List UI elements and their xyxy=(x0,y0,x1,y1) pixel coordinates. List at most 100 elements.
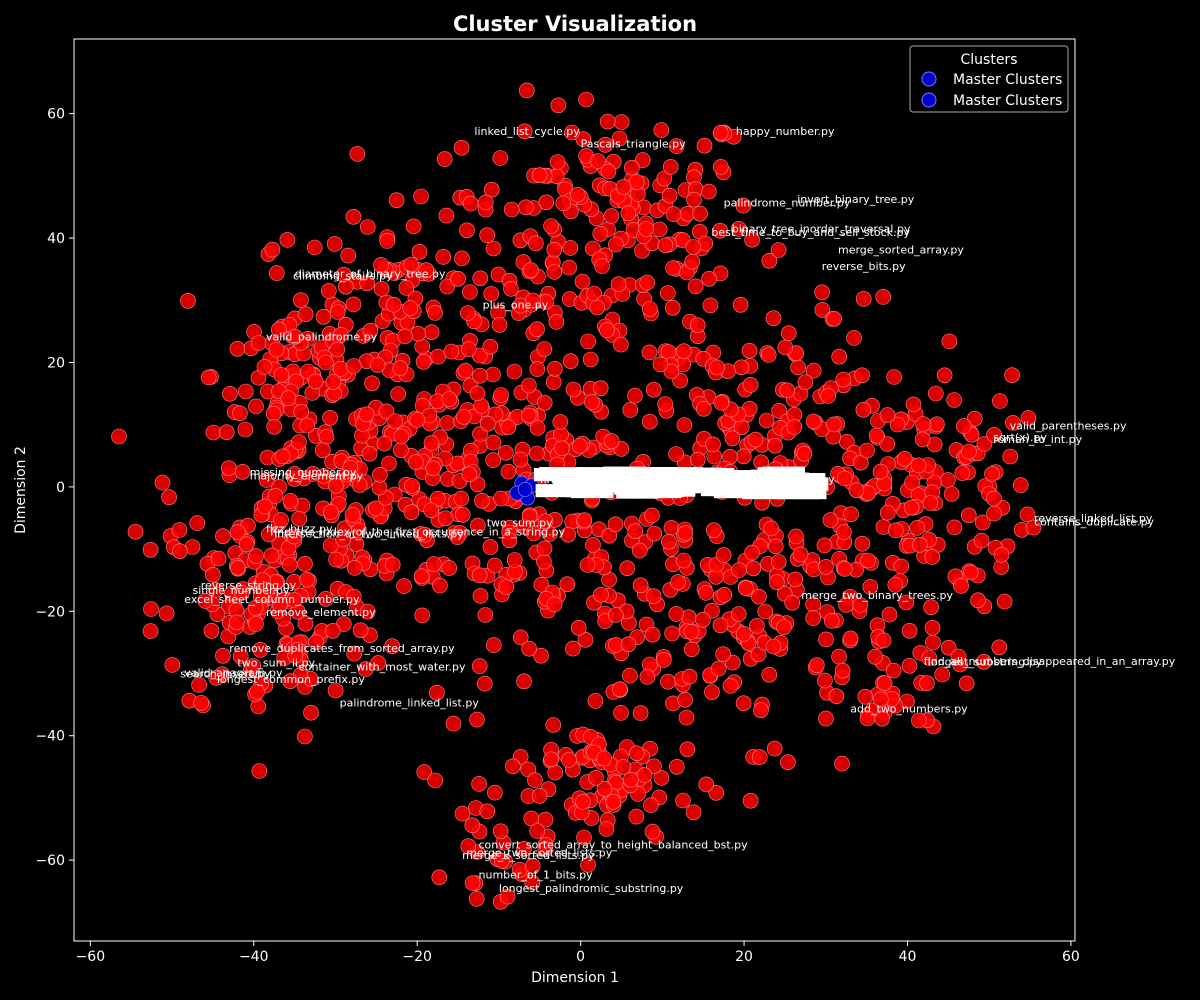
scatter-point xyxy=(403,504,420,521)
overlapping-label-fragment: █████ xyxy=(766,472,810,486)
scatter-point xyxy=(814,284,830,301)
point-label: search_insert.py xyxy=(180,668,271,681)
scatter-point xyxy=(855,291,872,307)
scatter-point xyxy=(712,222,728,239)
scatter-point xyxy=(487,784,503,801)
scatter-point xyxy=(537,841,554,857)
scatter-point xyxy=(652,356,669,373)
scatter-point xyxy=(423,502,439,519)
scatter-point xyxy=(695,400,712,417)
scatter-point xyxy=(418,262,435,279)
scatter-point xyxy=(677,525,694,541)
scatter-point xyxy=(661,533,677,550)
scatter-point xyxy=(741,342,758,359)
scatter-point xyxy=(445,715,462,732)
scatter-point xyxy=(623,159,640,176)
scatter-point xyxy=(603,208,620,224)
scatter-point xyxy=(340,247,357,264)
scatter-point xyxy=(991,639,1008,656)
scatter-point xyxy=(464,817,481,834)
y-tick-label: −40 xyxy=(35,729,65,745)
scatter-point xyxy=(950,648,967,665)
legend-marker xyxy=(921,92,937,108)
overlapping-label-fragment: █████ xyxy=(570,485,614,499)
point-label: Pascals_triangle.py xyxy=(581,138,687,151)
scatter-point xyxy=(814,302,831,318)
overlapping-label-fragment: █████ xyxy=(741,485,785,499)
scatter-point xyxy=(903,499,920,516)
scatter-point xyxy=(596,780,613,797)
scatter-point xyxy=(577,631,594,648)
scatter-point xyxy=(518,199,534,216)
scatter-point xyxy=(668,758,685,775)
scatter-point xyxy=(867,648,884,665)
scatter-point xyxy=(350,522,367,539)
scatter-point xyxy=(819,479,835,495)
scatter-point xyxy=(342,459,359,476)
scatter-point xyxy=(757,603,774,620)
scatter-point xyxy=(361,445,378,462)
scatter-point xyxy=(805,362,822,379)
overlapping-label-fragment: █████ xyxy=(638,476,682,490)
scatter-point xyxy=(665,206,682,222)
point-label: remove_element.py xyxy=(266,606,376,619)
scatter-point xyxy=(345,588,362,605)
point-label: two_sum.py xyxy=(487,516,553,529)
overlapping-label-fragment: █████ xyxy=(596,474,640,488)
scatter-point xyxy=(533,647,549,664)
scatter-point xyxy=(565,640,581,657)
scatter-point xyxy=(886,369,902,385)
scatter-point xyxy=(286,466,303,482)
point-label: merge_two_binary_trees.py xyxy=(801,589,953,602)
scatter-point xyxy=(632,705,649,721)
scatter-point xyxy=(698,776,715,793)
scatter-point xyxy=(252,641,269,658)
overlapping-label-fragment: █████ xyxy=(628,470,672,484)
scatter-point xyxy=(335,531,352,548)
scatter-point xyxy=(521,508,538,525)
x-tick-label: −20 xyxy=(402,949,432,965)
scatter-point xyxy=(453,139,470,156)
overlapping-label-fragment: █████ xyxy=(575,467,619,481)
scatter-point xyxy=(831,648,847,665)
overlapping-label-fragment: █████ xyxy=(782,472,826,486)
scatter-point xyxy=(767,461,784,478)
scatter-point xyxy=(486,557,503,574)
x-tick-label: 20 xyxy=(735,949,753,965)
scatter-point xyxy=(857,688,874,705)
scatter-point xyxy=(859,442,875,459)
scatter-point xyxy=(437,510,454,527)
overlapping-label-fragment: █████ xyxy=(783,486,827,500)
scatter-point xyxy=(248,548,264,564)
y-axis-label: Dimension 2 xyxy=(13,446,29,534)
scatter-point xyxy=(914,431,931,448)
scatter-point xyxy=(730,221,747,237)
scatter-point xyxy=(397,328,413,345)
scatter-point xyxy=(497,444,514,461)
scatter-point xyxy=(474,492,490,509)
scatter-point xyxy=(657,396,674,412)
scatter-point xyxy=(629,460,645,477)
scatter-point xyxy=(679,741,696,758)
scatter-point xyxy=(973,532,990,549)
scatter-point xyxy=(736,489,753,506)
scatter-point xyxy=(415,353,432,370)
scatter-point xyxy=(689,451,706,468)
scatter-point xyxy=(590,153,606,169)
scatter-point xyxy=(293,292,309,309)
point-label: container_with_most_water.py xyxy=(299,661,466,674)
scatter-point xyxy=(559,576,576,593)
scatter-point xyxy=(479,415,496,432)
scatter-point xyxy=(770,554,787,570)
y-tick-label: 0 xyxy=(56,480,65,496)
overlapping-label-fragment: █████ xyxy=(748,472,792,486)
scatter-point xyxy=(471,658,488,674)
scatter-point xyxy=(564,124,580,141)
scatter-point xyxy=(644,823,661,840)
scatter-point xyxy=(958,675,975,692)
scatter-point xyxy=(328,477,344,494)
scatter-point xyxy=(536,341,553,357)
scatter-point xyxy=(676,417,693,433)
scatter-point xyxy=(471,567,488,584)
scatter-point xyxy=(429,684,445,701)
